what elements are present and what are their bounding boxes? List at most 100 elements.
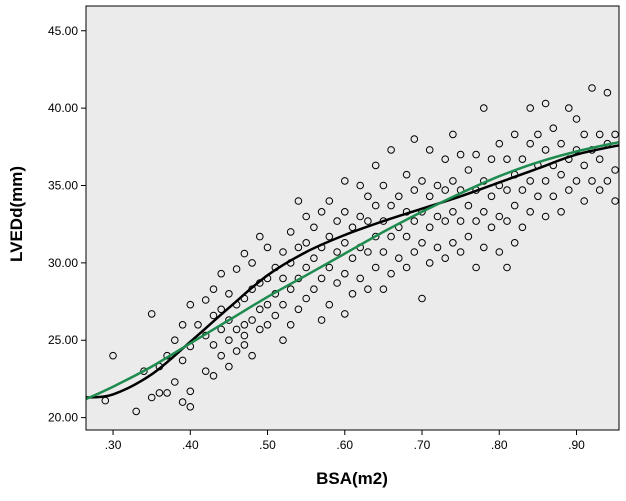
- fit-curves: [85, 140, 620, 401]
- data-point: [341, 208, 349, 216]
- data-point: [449, 177, 457, 185]
- data-point: [302, 263, 311, 272]
- data-point: [410, 186, 419, 194]
- x-tick-label: .60: [336, 438, 353, 452]
- data-point: [549, 192, 558, 201]
- data-point: [178, 398, 187, 406]
- data-point: [317, 316, 326, 324]
- data-point: [286, 285, 295, 294]
- data-point: [395, 254, 403, 263]
- data-point: [472, 263, 480, 272]
- data-point: [364, 248, 372, 256]
- data-point: [518, 186, 527, 194]
- data-point: [302, 294, 311, 303]
- data-point: [526, 104, 535, 112]
- x-tick-label: .80: [491, 438, 508, 452]
- data-point: [541, 146, 550, 154]
- data-point: [456, 150, 465, 159]
- data-point: [341, 310, 349, 318]
- data-point: [217, 269, 225, 278]
- y-tick-label: 45.00: [48, 24, 78, 38]
- data-point: [387, 146, 395, 154]
- black-fit-line: [85, 144, 620, 399]
- data-point: [464, 232, 473, 241]
- data-point: [209, 341, 218, 349]
- data-point: [225, 362, 233, 371]
- data-point: [240, 331, 249, 340]
- data-point: [503, 155, 511, 163]
- data-point: [495, 139, 504, 148]
- data-point: [364, 192, 372, 201]
- data-point: [240, 249, 249, 258]
- data-point: [410, 248, 419, 256]
- data-point: [341, 269, 349, 278]
- x-tick-label: .50: [259, 438, 276, 452]
- y-tick-label: 20.00: [48, 411, 78, 425]
- data-point: [588, 84, 596, 92]
- data-point: [256, 232, 264, 241]
- data-point: [109, 351, 117, 360]
- data-point: [310, 254, 318, 263]
- data-point: [534, 192, 542, 201]
- data-point: [286, 321, 295, 329]
- data-point: [248, 316, 256, 324]
- data-point: [256, 305, 264, 314]
- data-point: [348, 290, 357, 298]
- data-point: [209, 311, 218, 320]
- data-point: [371, 161, 380, 170]
- data-point: [495, 212, 504, 221]
- data-point: [140, 367, 148, 376]
- data-point: [418, 294, 426, 303]
- data-point: [325, 197, 334, 205]
- data-point: [541, 177, 550, 185]
- data-point: [256, 325, 264, 334]
- data-point: [433, 243, 442, 252]
- data-point: [387, 232, 395, 241]
- y-tick-label: 30.00: [48, 256, 78, 270]
- data-point: [595, 155, 604, 163]
- data-point: [572, 177, 581, 185]
- data-point: [395, 192, 403, 201]
- data-point: [456, 217, 465, 225]
- data-point: [132, 407, 140, 416]
- plot-border: [85, 5, 620, 431]
- data-point: [425, 223, 434, 232]
- data-point: [518, 223, 527, 232]
- data-point: [441, 254, 450, 263]
- data-point: [565, 186, 573, 194]
- data-point: [526, 139, 535, 148]
- data-point: [263, 321, 272, 329]
- data-point: [487, 192, 496, 201]
- data-point: [209, 285, 218, 294]
- data-point: [201, 296, 210, 304]
- x-tick-label: .40: [182, 438, 199, 452]
- x-axis-title: BSA(m2): [316, 469, 388, 488]
- data-point: [178, 356, 187, 365]
- data-point: [480, 208, 488, 216]
- data-point: [348, 254, 357, 263]
- data-point: [348, 223, 357, 232]
- x-tick-label: .90: [568, 438, 585, 452]
- data-point: [356, 212, 365, 221]
- data-point: [341, 177, 349, 185]
- data-point: [232, 265, 241, 273]
- data-point: [472, 150, 480, 159]
- data-point: [603, 177, 612, 185]
- data-point: [286, 228, 295, 236]
- data-point: [557, 170, 565, 179]
- data-point: [364, 285, 372, 294]
- data-point: [425, 192, 434, 201]
- data-point: [364, 217, 372, 225]
- data-point: [225, 316, 233, 324]
- data-point: [325, 300, 334, 309]
- data-point: [225, 336, 233, 345]
- axis-ticks: .30 .40 .50 .60 .70 .80 .90 20.00 25.00 30.00 35.0…: [48, 24, 585, 452]
- data-point: [541, 212, 550, 221]
- data-point: [402, 170, 411, 179]
- data-point: [449, 239, 457, 247]
- data-point: [194, 321, 202, 329]
- data-point: [302, 239, 311, 247]
- data-point: [271, 311, 280, 320]
- data-point: [178, 321, 187, 329]
